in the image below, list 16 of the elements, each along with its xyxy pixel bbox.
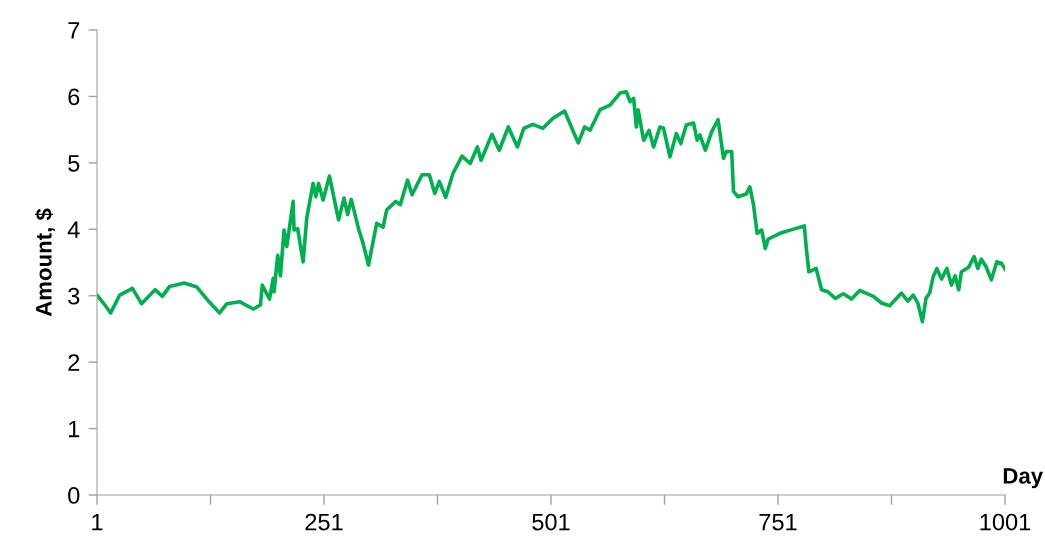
y-tick-label: 2 xyxy=(68,354,80,371)
y-axis-title: Amount, $ xyxy=(34,208,55,317)
x-tick-label: 1 xyxy=(92,513,103,531)
y-tick-label: 4 xyxy=(67,221,80,238)
y-tick-label: 6 xyxy=(68,88,80,106)
x-tick-label: 251 xyxy=(305,513,343,531)
y-tick-label: 1 xyxy=(69,420,80,438)
y-tick-label: 7 xyxy=(68,22,80,39)
y-tick-label: 3 xyxy=(68,287,80,305)
x-tick-label: 501 xyxy=(532,513,570,531)
line-series xyxy=(97,89,1005,324)
y-tick-label: 5 xyxy=(68,155,80,172)
x-tick-label: 1001 xyxy=(980,513,1031,531)
x-tick-label: 751 xyxy=(759,513,797,531)
y-tick-label: 0 xyxy=(68,487,80,504)
x-axis-title: Day xyxy=(1003,468,1044,489)
